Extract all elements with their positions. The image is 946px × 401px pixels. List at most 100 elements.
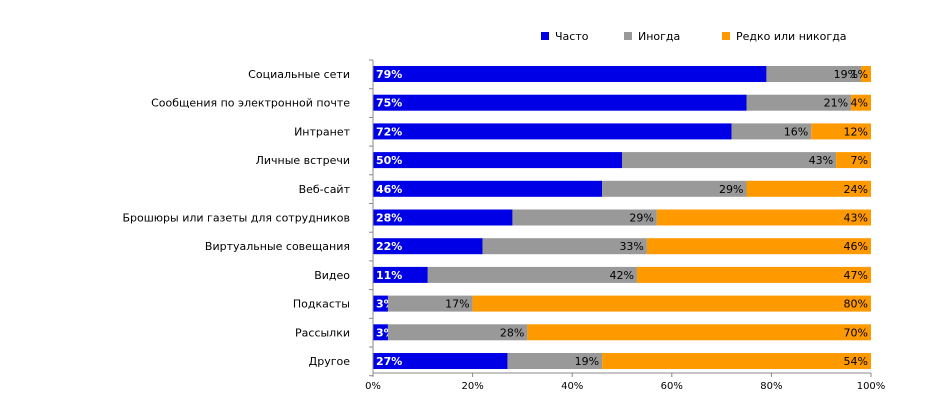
bar-row-4: Веб-сайт 46% 29% 24% — [299, 180, 871, 197]
bar-segment-9-0 — [373, 324, 388, 341]
bar-segment-5-1 — [512, 209, 657, 226]
data-label-7-1: 42% — [609, 269, 633, 282]
bar-row-9: Рассылки 3% 28% 70% — [295, 324, 871, 341]
category-label-5: Брошюры или газеты для сотрудников — [122, 212, 350, 225]
bar-segment-3-2 — [836, 152, 871, 169]
data-label-2-2: 12% — [844, 125, 868, 138]
bar-segment-3-1 — [622, 152, 837, 169]
data-label-5-1: 29% — [629, 212, 653, 225]
bar-row-1: Сообщения по электронной почте 75% 21% 4% — [151, 94, 871, 111]
category-label-7: Видео — [314, 269, 350, 282]
bar-segment-6-1 — [482, 238, 647, 255]
data-label-1-0: 75% — [376, 97, 402, 110]
bar-row-8: Подкасты 3% 17% 80% — [293, 295, 871, 312]
data-label-2-0: 72% — [376, 125, 402, 138]
bars-group: Социальные сети 79% 19%1%Сообщения по элек… — [122, 66, 871, 369]
bar-segment-9-1 — [387, 324, 528, 341]
bar-segment-1-1 — [746, 94, 852, 111]
category-label-4: Веб-сайт — [299, 183, 351, 196]
category-label-8: Подкасты — [293, 298, 350, 311]
data-label-3-2: 7% — [851, 154, 868, 167]
bar-segment-8-2 — [472, 295, 871, 312]
x-tick-label-1: 20% — [461, 381, 483, 392]
bar-row-7: Видео 11% 42% 47% — [314, 266, 871, 283]
legend-swatch-2 — [722, 32, 730, 40]
data-label-10-2: 54% — [844, 355, 868, 368]
data-label-8-1: 17% — [445, 298, 469, 311]
bar-segment-0-2 — [861, 66, 871, 82]
bar-segment-1-0 — [373, 94, 747, 111]
bar-row-10: Другое 27% 19% 54% — [309, 353, 871, 369]
bar-segment-4-2 — [746, 180, 871, 197]
bar-segment-3-0 — [373, 152, 622, 169]
x-axis: 0% 20% 40% 60% 80% 100% — [365, 59, 886, 392]
bar-row-6: Виртуальные совещания 22% 33% 46% — [205, 238, 871, 255]
data-label-0-1: 19% — [834, 68, 858, 81]
data-label-7-0: 11% — [376, 269, 402, 282]
bar-segment-2-2 — [811, 123, 871, 140]
data-label-2-1: 16% — [784, 125, 808, 138]
bar-segment-0-1 — [766, 66, 862, 82]
data-label-4-2: 24% — [844, 183, 868, 196]
x-tick-label-3: 60% — [661, 381, 683, 392]
bar-segment-0-0 — [373, 66, 767, 82]
bar-segment-10-1 — [507, 353, 603, 369]
legend-swatch-1 — [624, 32, 632, 40]
bar-segment-5-2 — [656, 209, 871, 226]
bar-segment-7-2 — [636, 266, 871, 283]
bar-row-5: Брошюры или газеты для сотрудников 28% 29%… — [122, 209, 871, 226]
data-label-4-0: 46% — [376, 183, 402, 196]
bar-row-2: Интранет 72% 16% 12% — [294, 123, 871, 140]
data-label-10-1: 19% — [575, 355, 599, 368]
legend-label-2: Редко или никогда — [736, 30, 847, 43]
data-label-0-0: 79% — [376, 68, 402, 81]
data-label-10-0: 27% — [376, 355, 402, 368]
bar-segment-10-2 — [602, 353, 871, 369]
data-label-0-2: 1% — [851, 68, 868, 81]
bar-segment-7-1 — [427, 266, 637, 283]
x-tick-label-5: 100% — [857, 381, 886, 392]
data-label-1-1: 21% — [824, 97, 848, 110]
bar-segment-10-0 — [373, 353, 508, 369]
bar-segment-9-2 — [527, 324, 871, 341]
data-label-5-2: 43% — [844, 212, 868, 225]
data-label-1-2: 4% — [851, 97, 868, 110]
category-label-3: Личные встречи — [256, 154, 350, 167]
data-label-9-1: 28% — [500, 326, 524, 339]
data-label-4-1: 29% — [719, 183, 743, 196]
x-tick-label-2: 40% — [561, 381, 583, 392]
bar-segment-8-1 — [387, 295, 473, 312]
category-label-10: Другое — [309, 355, 351, 368]
data-label-5-0: 28% — [376, 212, 402, 225]
bar-segment-5-0 — [373, 209, 513, 226]
data-label-6-0: 22% — [376, 240, 402, 253]
data-label-3-0: 50% — [376, 154, 402, 167]
x-tick-label-0: 0% — [365, 381, 381, 392]
legend-label-1: Иногда — [638, 30, 680, 43]
category-label-1: Сообщения по электронной почте — [151, 97, 350, 110]
chart-legend: Часто Иногда Редко или никогда — [541, 30, 847, 43]
bar-segment-7-0 — [373, 266, 428, 283]
data-label-7-2: 47% — [844, 269, 868, 282]
category-label-6: Виртуальные совещания — [205, 240, 350, 253]
category-label-0: Социальные сети — [248, 68, 350, 81]
data-label-9-2: 70% — [844, 326, 868, 339]
category-label-9: Рассылки — [295, 326, 350, 339]
bar-segment-6-0 — [373, 238, 483, 255]
legend-swatch-0 — [541, 32, 549, 40]
data-label-3-1: 43% — [809, 154, 833, 167]
data-label-8-2: 80% — [844, 298, 868, 311]
bar-segment-8-0 — [373, 295, 388, 312]
bar-segment-4-0 — [373, 180, 603, 197]
bar-row-0: Социальные сети 79% 19%1% — [248, 66, 871, 82]
data-label-6-2: 46% — [844, 240, 868, 253]
category-label-2: Интранет — [294, 125, 351, 138]
bar-segment-2-0 — [373, 123, 732, 140]
bar-row-3: Личные встречи 50% 43% 7% — [256, 152, 871, 169]
bar-segment-4-1 — [602, 180, 747, 197]
data-label-6-1: 33% — [619, 240, 643, 253]
bar-segment-1-2 — [851, 94, 871, 111]
bar-segment-2-1 — [731, 123, 812, 140]
bar-segment-6-2 — [646, 238, 871, 255]
